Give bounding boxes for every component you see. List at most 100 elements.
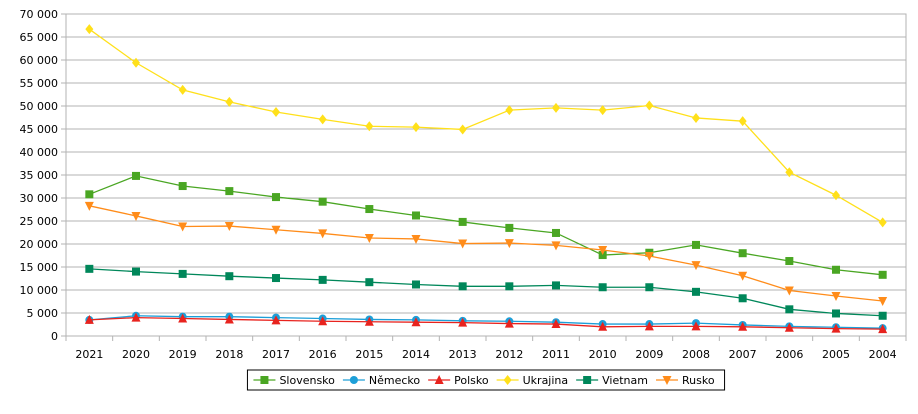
legend-label: Ukrajina: [523, 374, 569, 387]
legend-item-německo: Německo: [342, 374, 421, 387]
y-tick-label: 0: [51, 330, 58, 343]
data-point: [178, 182, 187, 191]
data-point: [738, 249, 747, 258]
x-tick-label: 2021: [75, 348, 103, 361]
legend-label: Slovensko: [279, 374, 335, 387]
data-point: [878, 324, 888, 334]
data-point: [691, 321, 701, 331]
legend-marker: [349, 376, 358, 384]
series-lines: [84, 24, 888, 334]
legend-item-polsko: Polsko: [428, 374, 489, 387]
data-point: [84, 201, 94, 211]
data-point: [364, 316, 374, 326]
data-point: [225, 272, 234, 281]
data-point: [272, 274, 280, 283]
data-point: [458, 239, 468, 249]
series-line: [89, 175, 883, 276]
data-point: [411, 234, 421, 244]
legend: Slovensko Německo Polsko Ukrajina Vietnam Rus…: [246, 369, 726, 391]
data-point: [692, 240, 700, 249]
x-tick-label: 2006: [775, 348, 803, 361]
data-point: [85, 190, 94, 199]
legend-item-rusko: Rusko: [656, 374, 715, 387]
data-point: [832, 190, 840, 201]
data-point: [645, 283, 654, 292]
data-point: [504, 318, 514, 328]
data-point: [225, 96, 234, 107]
data-point: [738, 294, 747, 303]
legend-label: Polsko: [454, 374, 489, 387]
x-tick-label: 2019: [169, 348, 197, 361]
y-tick-label: 65 000: [20, 31, 59, 44]
data-point: [598, 105, 607, 116]
y-tick-label: 55 000: [20, 77, 59, 90]
data-point: [552, 228, 560, 237]
legend-box: [246, 369, 726, 391]
series-line: [88, 28, 883, 223]
x-tick-label: 2007: [729, 348, 757, 361]
data-point: [178, 84, 187, 95]
x-tick-label: 2005: [822, 348, 850, 361]
data-point: [318, 316, 328, 326]
legend-marker: [503, 375, 512, 385]
data-point: [691, 261, 701, 271]
data-point: [365, 121, 374, 132]
data-point: [504, 239, 514, 249]
legend-label: Vietnam: [602, 374, 648, 387]
grid-lines: [66, 13, 906, 337]
data-point: [738, 321, 748, 331]
data-point: [785, 305, 794, 314]
legend-item-vietnam: Vietnam: [576, 374, 648, 387]
x-tick-label: 2015: [355, 348, 383, 361]
legend-marker: [583, 376, 592, 384]
data-point: [598, 245, 608, 255]
data-point: [271, 315, 281, 325]
data-point: [411, 317, 421, 327]
data-point: [458, 282, 467, 291]
data-point: [132, 57, 140, 68]
y-tick-label: 10 000: [20, 284, 59, 297]
legend-marker: [260, 376, 269, 384]
x-tick-label: 2020: [122, 348, 150, 361]
data-point: [132, 267, 140, 276]
series-vietnam: [85, 264, 887, 320]
data-point: [738, 116, 747, 127]
y-tick-label: 35 000: [20, 169, 59, 182]
data-point: [552, 102, 560, 113]
series-německo: [85, 311, 887, 333]
data-point: [598, 283, 607, 292]
legend-label: Rusko: [682, 374, 715, 387]
data-point: [84, 314, 94, 324]
data-point: [598, 251, 607, 260]
data-point: [878, 217, 887, 228]
y-tick-label: 15 000: [20, 261, 59, 274]
data-point: [318, 197, 327, 206]
legend-item-slovensko: Slovensko: [253, 374, 335, 387]
data-point: [412, 122, 420, 133]
legend-item-ukrajina: Ukrajina: [496, 374, 569, 387]
data-point: [832, 265, 840, 274]
legend-label: Německo: [369, 374, 421, 387]
data-point: [178, 222, 188, 232]
data-point: [318, 229, 328, 239]
x-tick-label: 2018: [215, 348, 243, 361]
series-polsko: [84, 312, 888, 334]
data-point: [692, 112, 700, 123]
data-point: [551, 241, 561, 251]
x-tick-label: 2010: [589, 348, 617, 361]
data-point: [645, 100, 654, 111]
data-point: [412, 280, 420, 289]
data-point: [132, 171, 140, 180]
y-tick-label: 25 000: [20, 215, 59, 228]
data-point: [878, 311, 887, 320]
series-line: [89, 315, 883, 329]
data-point: [365, 278, 374, 287]
data-point: [505, 223, 514, 232]
series-line: [89, 268, 883, 317]
series-rusko: [84, 201, 888, 307]
data-point: [644, 321, 654, 331]
data-point: [692, 287, 700, 296]
data-point: [318, 275, 327, 284]
data-point: [878, 297, 888, 307]
data-point: [412, 211, 420, 220]
